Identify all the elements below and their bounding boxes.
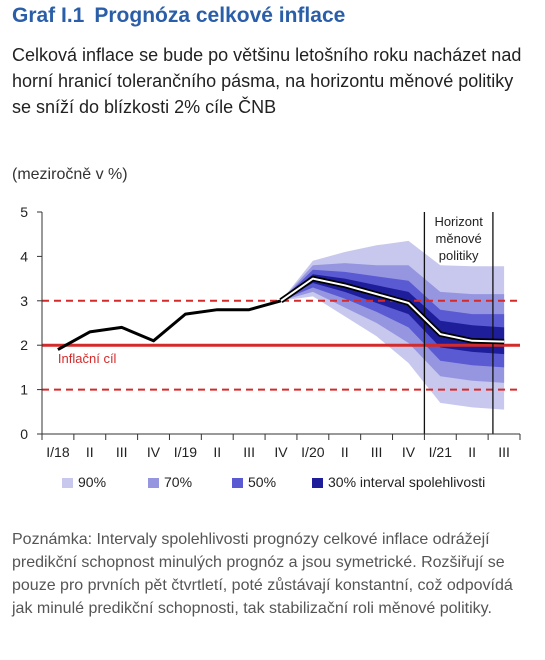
legend-swatch-0 <box>62 478 73 488</box>
x-tick-label-4: I/19 <box>174 444 198 460</box>
x-tick-label-10: III <box>371 444 383 460</box>
legend-label-0: 90% <box>78 474 106 490</box>
x-tick-label-7: IV <box>274 444 288 460</box>
inflation-lines <box>57 275 505 351</box>
x-tick-label-1: II <box>86 444 94 460</box>
y-tick-label-4: 4 <box>20 248 28 264</box>
horizon-label-line-2: politiky <box>439 248 479 263</box>
x-tick-label-13: II <box>468 444 476 460</box>
unit-label: (meziročně v %) <box>12 166 128 183</box>
y-tick-label-1: 1 <box>20 382 28 398</box>
inflation-forecast-chart: Inflační cíl Horizont měnové politiky 0 1 2 3… <box>20 204 521 490</box>
legend: 90% 70% 50% 30% interval spolehlivosti <box>62 474 485 490</box>
x-tick-label-3: IV <box>147 444 161 460</box>
confidence-bands <box>281 240 505 410</box>
chart-note: Poznámka: Intervaly spolehlivosti prognó… <box>12 531 513 617</box>
tolerance-band-lines <box>42 299 520 391</box>
forecast-line <box>280 277 505 343</box>
x-tick-label-6: III <box>243 444 255 460</box>
chart-title: Graf I.1 Prognóza celkové inflace <box>12 4 345 28</box>
x-tick-label-0: I/18 <box>46 444 70 460</box>
y-tick-label-2: 2 <box>20 337 28 353</box>
horizon-label-line-0: Horizont <box>434 214 483 229</box>
target-label: Inflační cíl <box>58 351 117 366</box>
y-tick-label-5: 5 <box>20 204 28 220</box>
target-line-group: Inflační cíl <box>42 343 520 366</box>
graph-title-text: Prognóza celkové inflace <box>94 4 346 27</box>
x-tick-label-12: I/21 <box>429 444 453 460</box>
legend-swatch-2 <box>232 478 243 488</box>
x-tick-label-8: I/20 <box>301 444 325 460</box>
legend-label-1: 70% <box>164 474 192 490</box>
legend-label-3: 30% interval spolehlivosti <box>328 474 485 490</box>
x-tick-label-5: II <box>213 444 221 460</box>
x-tick-label-2: III <box>116 444 128 460</box>
vertical-markers <box>423 212 494 434</box>
x-tick-label-11: IV <box>402 444 416 460</box>
actual-inflation-line <box>57 299 282 351</box>
legend-label-2: 50% <box>248 474 276 490</box>
x-tick-label-9: II <box>341 444 349 460</box>
y-tick-label-0: 0 <box>20 426 28 442</box>
chart-subtitle: Celková inflace se bude po většinu letoš… <box>12 45 522 117</box>
graph-number: Graf I.1 <box>12 4 85 27</box>
horizon-label-line-1: měnové <box>436 231 482 246</box>
x-tick-label-14: III <box>498 444 510 460</box>
legend-swatch-3 <box>312 478 323 488</box>
horizon-label: Horizont měnové politiky <box>434 214 483 263</box>
y-tick-label-3: 3 <box>20 293 28 309</box>
legend-swatch-1 <box>148 478 159 488</box>
